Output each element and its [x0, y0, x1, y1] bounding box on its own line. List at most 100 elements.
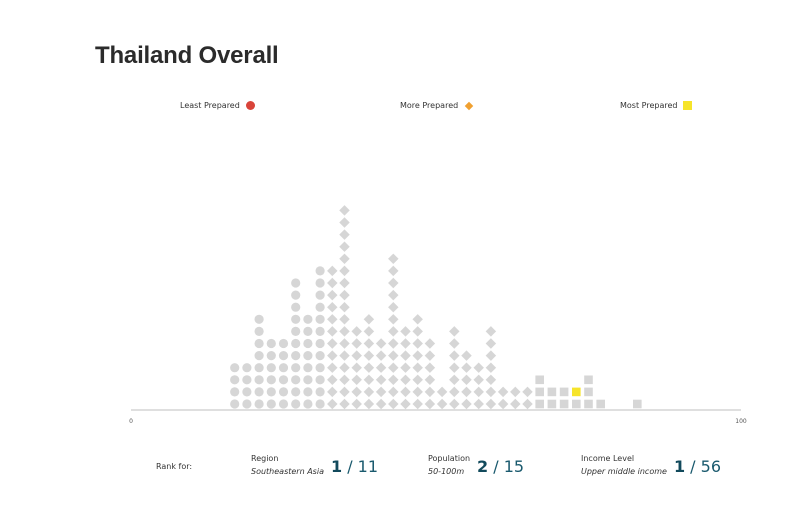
- country-square-mark: [596, 399, 605, 409]
- country-diamond-mark: [375, 362, 387, 373]
- country-diamond-mark: [339, 289, 350, 301]
- country-diamond-mark: [388, 289, 399, 301]
- country-diamond-mark: [461, 374, 472, 386]
- country-diamond-mark: [400, 338, 411, 349]
- legend-square-icon: [683, 101, 693, 110]
- country-circle-mark: [230, 363, 240, 373]
- country-circle-mark: [242, 375, 252, 385]
- country-diamond-mark: [339, 314, 350, 325]
- country-circle-mark: [278, 338, 289, 349]
- country-circle-mark: [315, 375, 325, 385]
- country-diamond-mark: [449, 326, 460, 337]
- country-diamond-mark: [375, 398, 387, 410]
- country-diamond-mark: [351, 338, 362, 349]
- country-diamond-mark: [424, 374, 436, 386]
- country-diamond-mark: [327, 314, 338, 325]
- country-diamond-mark: [339, 338, 350, 349]
- country-circle-mark: [291, 326, 301, 336]
- country-diamond-mark: [522, 386, 533, 398]
- country-circle-mark: [266, 351, 276, 361]
- country-circle-mark: [303, 351, 313, 361]
- country-diamond-mark: [339, 301, 350, 313]
- country-circle-mark: [303, 326, 313, 336]
- x-tick-label: 0: [129, 418, 133, 425]
- country-diamond-mark: [388, 265, 399, 277]
- country-diamond-mark: [339, 350, 350, 361]
- country-diamond-mark: [388, 386, 399, 398]
- country-diamond-mark: [436, 386, 448, 398]
- country-diamond-mark: [473, 362, 484, 373]
- rank-region-score: 1 / 11: [331, 457, 378, 476]
- country-diamond-mark: [351, 386, 362, 398]
- country-circle-mark: [230, 387, 240, 397]
- country-diamond-mark: [485, 326, 497, 337]
- country-diamond-mark: [327, 265, 338, 277]
- country-square-mark: [584, 387, 593, 397]
- country-diamond-mark: [412, 326, 423, 337]
- country-circle-mark: [315, 290, 325, 300]
- country-circle-mark: [254, 314, 264, 324]
- country-diamond-mark: [388, 314, 399, 325]
- country-diamond-mark: [388, 362, 399, 373]
- country-diamond-mark: [485, 350, 497, 361]
- country-diamond-mark: [400, 350, 411, 361]
- country-square-mark: [559, 399, 569, 409]
- country-diamond-mark: [339, 205, 350, 216]
- country-diamond-mark: [388, 301, 399, 313]
- country-circle-mark: [291, 387, 301, 397]
- country-square-mark: [572, 399, 581, 409]
- country-diamond-mark: [327, 374, 338, 386]
- country-diamond-mark: [339, 326, 350, 337]
- country-circle-mark: [254, 338, 264, 349]
- country-circle-mark: [266, 375, 276, 385]
- country-circle-mark: [254, 375, 264, 385]
- country-circle-mark: [254, 363, 264, 373]
- country-diamond-mark: [351, 326, 362, 337]
- country-diamond-mark: [400, 326, 411, 337]
- country-diamond-mark: [461, 398, 472, 410]
- rank-region-position: 1: [330, 456, 343, 476]
- country-circle-mark: [242, 363, 252, 373]
- country-diamond-mark: [400, 362, 411, 373]
- country-diamond-mark: [363, 374, 375, 386]
- country-circle-mark: [278, 351, 289, 361]
- country-circle-mark: [242, 399, 252, 409]
- country-diamond-mark: [327, 326, 338, 337]
- country-diamond-mark: [461, 362, 472, 373]
- country-diamond-mark: [351, 362, 362, 373]
- country-diamond-mark: [363, 338, 375, 349]
- country-diamond-mark: [424, 362, 436, 373]
- country-circle-mark: [303, 363, 313, 373]
- country-diamond-mark: [363, 326, 375, 337]
- country-diamond-mark: [388, 326, 399, 337]
- country-square-mark: [584, 375, 593, 385]
- country-diamond-mark: [424, 350, 436, 361]
- country-diamond-mark: [412, 350, 423, 361]
- country-diamond-mark: [363, 350, 375, 361]
- country-square-mark: [584, 399, 593, 409]
- country-diamond-mark: [388, 398, 399, 410]
- dot-distribution-chart: 0 100: [129, 205, 747, 425]
- country-diamond-mark: [375, 350, 387, 361]
- country-diamond-mark: [327, 386, 338, 398]
- country-circle-mark: [315, 314, 325, 324]
- country-circle-mark: [291, 399, 301, 409]
- country-diamond-mark: [388, 277, 399, 289]
- country-diamond-mark: [449, 374, 460, 386]
- country-diamond-mark: [449, 350, 460, 361]
- country-circle-mark: [303, 375, 313, 385]
- country-diamond-mark: [449, 362, 460, 373]
- country-diamond-mark: [400, 398, 411, 410]
- country-diamond-mark: [339, 374, 350, 386]
- country-diamond-mark: [363, 398, 375, 410]
- rank-population-score: 2 / 15: [477, 457, 524, 476]
- country-circle-mark: [303, 314, 313, 324]
- country-diamond-mark: [461, 386, 472, 398]
- country-square-mark: [535, 399, 544, 409]
- country-diamond-mark: [375, 374, 387, 386]
- country-circle-mark: [254, 387, 264, 397]
- country-diamond-mark: [473, 398, 484, 410]
- country-diamond-mark: [327, 338, 338, 349]
- country-diamond-mark: [424, 386, 436, 398]
- country-diamond-mark: [449, 338, 460, 349]
